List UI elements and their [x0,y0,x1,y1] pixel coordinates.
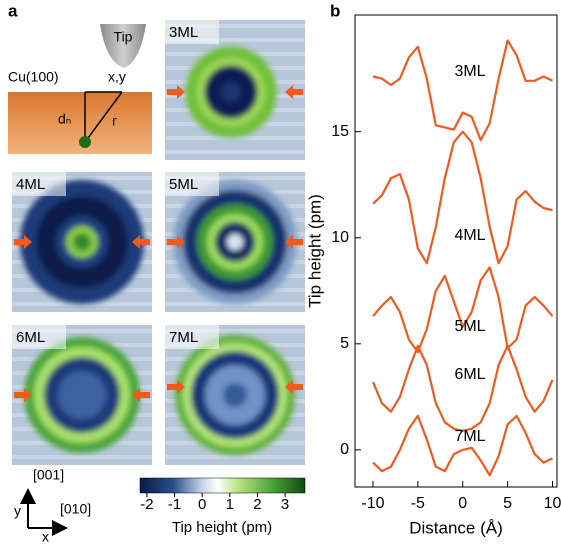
distance-label: r [112,113,117,129]
panel-label: b [330,1,340,20]
arrow [285,235,303,249]
series-label: 4ML [454,227,485,244]
geometry-line [84,91,123,143]
label-box [12,325,66,349]
colorbar-tick-label: -1 [168,496,181,513]
stm-panel: 4ML [12,172,152,312]
direction-axes: [001] [010] y x [14,467,91,544]
panel-title: 7ML [169,329,198,346]
texture [12,329,152,333]
colorbar [139,477,306,494]
series-label: 3ML [454,63,485,80]
panel-title: 4ML [16,176,45,193]
colorbar-tick-label: 1 [226,496,234,513]
texture [165,38,305,42]
stm-panel: 6ML [12,325,152,465]
stm-panel: 5ML [165,172,305,312]
arrow [285,380,303,394]
stm-image [12,172,152,312]
x-tick-label: 5 [503,495,512,512]
label-box [165,20,219,44]
stm-image [165,20,305,160]
position-label: x,y [108,69,126,85]
stm-image [12,325,152,465]
direction-label: y [14,503,21,519]
texture [165,150,305,154]
series-label: 7ML [454,428,485,445]
ring [58,371,106,419]
surface-label: Cu(100) [8,69,59,85]
arrow [167,380,185,394]
series-label: 6ML [454,366,485,383]
panel-title: 6ML [16,329,45,346]
tip-label: Tip [114,29,133,45]
stm-image [165,172,305,312]
rings [173,180,297,304]
rings [20,180,144,304]
label-box [165,172,219,196]
texture [165,24,305,28]
direction-label: [010] [60,501,91,517]
x-tick-label: -5 [411,495,425,512]
texture [165,455,305,459]
stm-panel: 3ML [165,20,305,160]
rings [175,335,295,455]
ring [227,234,243,250]
ring [223,383,247,407]
arrow [14,388,32,402]
arrow [285,85,303,99]
arrow [167,235,185,249]
x-tick-label: 10 [544,495,561,512]
profile-line [372,130,553,265]
colorbar-tick-label: -2 [140,496,153,513]
panel-title: 3ML [169,24,198,41]
arrow [167,85,185,99]
profile-line [372,39,553,142]
x-axis-label: Distance (Å) [409,518,503,537]
texture [12,176,152,180]
profile-line [372,414,553,477]
y-tick-label: 15 [331,123,349,140]
arrow [132,235,150,249]
arrow [132,388,150,402]
rings [185,46,277,138]
x-tick-label: -10 [361,495,384,512]
series-label: 5ML [454,318,485,335]
direction-label: [001] [33,467,64,483]
colorbar-label: Tip height (pm) [172,519,272,536]
direction-label: x [42,529,49,544]
texture [165,176,305,180]
stm-image [165,325,305,465]
tip-shape [100,24,146,68]
colorbar-tick-label: 2 [253,496,261,513]
panel-title: 5ML [169,176,198,193]
y-tick-label: 5 [340,335,349,352]
ring [73,233,91,251]
plot-frame [354,14,558,488]
texture [165,329,305,333]
stm-panel: 7ML [165,325,305,465]
rings [24,337,140,453]
ring [221,82,241,102]
panel-label: a [8,1,18,20]
profile-line [372,266,554,354]
adatom [79,136,91,148]
y-axis-label: Tip height (pm) [305,194,324,308]
label-box [12,172,66,196]
schematic: Tip Cu(100) x,y dₙ r [8,24,152,154]
texture [12,455,152,459]
colorbar-tick-label: 3 [281,496,289,513]
y-tick-label: 10 [331,229,349,246]
arrow [14,235,32,249]
profile-line [371,344,554,432]
texture [165,136,305,140]
colorbar-tick-label: 0 [198,496,206,513]
x-tick-label: 0 [458,495,467,512]
y-tick-label: 0 [340,441,349,458]
label-box [165,325,219,349]
depth-label: dₙ [58,111,71,127]
